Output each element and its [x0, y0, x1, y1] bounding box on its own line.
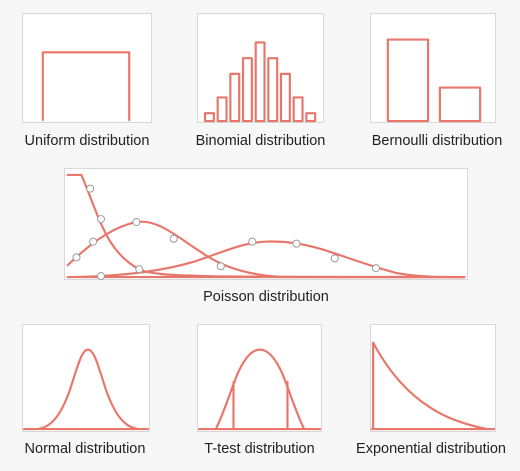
binomial-bar	[254, 41, 266, 123]
bernoulli-bar	[386, 38, 430, 123]
normal-panel	[22, 324, 150, 432]
exponential-curve	[372, 341, 489, 431]
poisson-point	[72, 253, 81, 262]
poisson-point	[86, 184, 95, 193]
poisson-point	[292, 239, 301, 248]
bernoulli-bar	[438, 86, 482, 123]
binomial-caption: Binomial distribution	[195, 133, 326, 149]
poisson-caption: Poisson distribution	[203, 289, 329, 305]
poisson-curve-1	[66, 173, 466, 279]
binomial-bar	[216, 96, 228, 123]
binomial-bar	[305, 112, 317, 123]
poisson-point	[96, 272, 106, 281]
binomial-bar	[292, 96, 304, 123]
ttest-curve	[214, 348, 306, 431]
normal-caption: Normal distribution	[24, 441, 146, 457]
binomial-bar	[203, 112, 215, 123]
poisson-point	[330, 254, 339, 263]
poisson-panel	[64, 168, 468, 281]
binomial-bar	[267, 57, 279, 123]
binomial-panel	[197, 13, 324, 123]
poisson-point	[96, 215, 106, 224]
uniform-panel	[22, 13, 152, 123]
poisson-curve-2	[66, 220, 466, 279]
normal-curve	[35, 348, 141, 431]
binomial-bar	[229, 72, 241, 123]
poisson-point	[371, 264, 381, 273]
exponential-panel	[370, 324, 496, 432]
bernoulli-panel	[370, 13, 496, 123]
exponential-caption: Exponential distribution	[356, 441, 506, 457]
poisson-point	[248, 237, 257, 246]
ttest-plot	[198, 348, 321, 431]
poisson-point	[89, 237, 98, 246]
bernoulli-plot	[386, 38, 482, 123]
poisson-curve-3	[66, 240, 466, 279]
poisson-point	[132, 218, 141, 227]
poisson-point	[135, 265, 144, 274]
bernoulli-caption: Bernoulli distribution	[371, 133, 503, 149]
poisson-point	[169, 234, 178, 243]
ttest-caption: T-test distribution	[204, 441, 315, 457]
ttest-panel	[197, 324, 322, 432]
binomial-plot	[203, 41, 317, 123]
uniform-plot	[41, 51, 131, 122]
uniform-shape	[41, 51, 131, 122]
poisson-point	[216, 262, 225, 271]
exponential-plot	[371, 341, 495, 431]
uniform-caption: Uniform distribution	[24, 133, 150, 149]
poisson-plot	[66, 173, 466, 281]
binomial-bar	[241, 57, 253, 123]
normal-plot	[23, 348, 149, 431]
binomial-bar	[279, 72, 291, 123]
